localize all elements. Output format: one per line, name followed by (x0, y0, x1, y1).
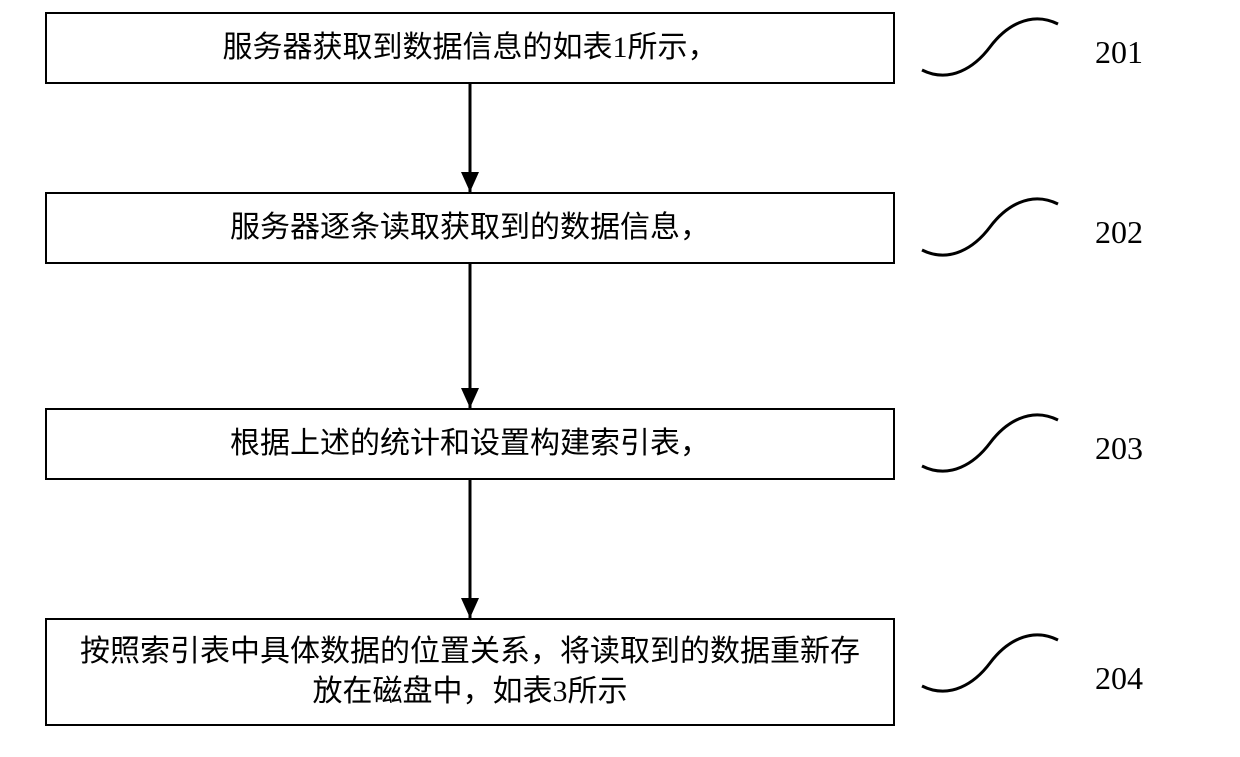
connector-swoosh (920, 12, 1060, 82)
flow-node-text: 按照索引表中具体数据的位置关系，将读取到的数据重新存放在磁盘中，如表3所示 (67, 632, 873, 713)
connector-swoosh (920, 192, 1060, 262)
step-label-201: 201 (1095, 34, 1143, 71)
flow-node-202: 服务器逐条读取获取到的数据信息， (45, 192, 895, 264)
flow-node-203: 根据上述的统计和设置构建索引表， (45, 408, 895, 480)
flow-node-text: 服务器逐条读取获取到的数据信息， (230, 208, 710, 249)
flowchart-canvas: 服务器获取到数据信息的如表1所示， 201 服务器逐条读取获取到的数据信息， 2… (0, 0, 1240, 757)
step-label-203: 203 (1095, 430, 1143, 467)
flow-node-204: 按照索引表中具体数据的位置关系，将读取到的数据重新存放在磁盘中，如表3所示 (45, 618, 895, 726)
connector-swoosh (920, 408, 1060, 478)
flow-node-text: 根据上述的统计和设置构建索引表， (230, 424, 710, 465)
connector-swoosh (920, 628, 1060, 698)
flow-node-201: 服务器获取到数据信息的如表1所示， (45, 12, 895, 84)
step-label-204: 204 (1095, 660, 1143, 697)
flow-node-text: 服务器获取到数据信息的如表1所示， (223, 28, 718, 69)
step-label-202: 202 (1095, 214, 1143, 251)
